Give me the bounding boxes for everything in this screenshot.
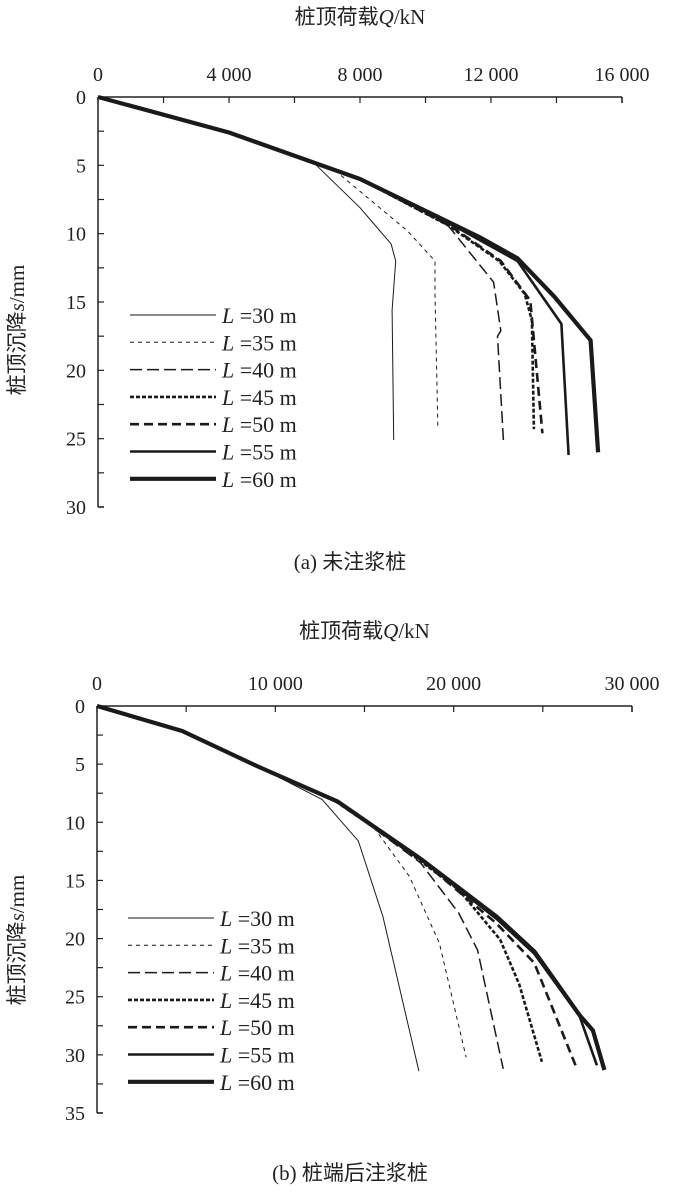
y-tick-label: 10 <box>66 224 86 246</box>
chart-caption: (b) 桩端后注浆桩 <box>272 1161 428 1185</box>
legend-label-value: =30 m <box>232 906 295 931</box>
y-tick-label: 20 <box>66 360 86 382</box>
y-tick-label: 0 <box>75 696 85 718</box>
series-line-55m <box>96 704 599 1066</box>
legend-label: L =30 m <box>219 906 295 931</box>
chart-b: 桩顶荷载Q/kN 桩顶沉降s/mm (b) 桩端后注浆桩 0 10 000 20 000 3… <box>5 619 660 1185</box>
legend-label: L =55 m <box>221 440 297 465</box>
y-axis-title-prefix: 桩顶沉降 <box>5 921 29 1005</box>
y-tick-label: 10 <box>65 812 85 834</box>
legend-label-var: L <box>221 440 234 465</box>
x-axis-title-var: Q <box>379 5 394 29</box>
legend-label-value: =50 m <box>232 1015 295 1040</box>
y-tick-label: 0 <box>76 87 86 109</box>
legend-label: L =45 m <box>221 385 297 410</box>
x-tick-label: 30 000 <box>605 673 660 695</box>
y-tick-label: 5 <box>75 754 85 776</box>
x-tick-label: 10 000 <box>248 673 303 695</box>
legend-label-value: =40 m <box>234 358 297 383</box>
legend-label-value: =55 m <box>232 1043 295 1068</box>
x-tick-label: 12 000 <box>464 64 519 86</box>
series-line-50m <box>96 704 578 1067</box>
legend-label-value: =60 m <box>232 1070 295 1095</box>
legend-label-value: =45 m <box>232 988 295 1013</box>
legend-label: L =30 m <box>221 303 297 328</box>
legend-label: L =55 m <box>219 1043 295 1068</box>
legend-label-var: L <box>219 988 232 1013</box>
legend-label-var: L <box>219 906 232 931</box>
series-line-35m <box>97 96 439 430</box>
legend-label-var: L <box>219 961 232 986</box>
y-axis-title-unit: /mm <box>5 875 29 914</box>
legend-label: L =35 m <box>221 330 297 355</box>
legend-label-var: L <box>221 385 234 410</box>
legend-label-value: =40 m <box>232 961 295 986</box>
legend-label: L =50 m <box>219 1015 295 1040</box>
y-axis-title: 桩顶沉降s/mm <box>5 265 29 396</box>
y-tick-label: 35 <box>65 1103 85 1125</box>
legend-label-var: L <box>221 330 234 355</box>
legend-label-var: L <box>219 1043 232 1068</box>
y-tick-label: 15 <box>65 870 85 892</box>
legend-label-var: L <box>221 412 234 437</box>
legend-label-value: =35 m <box>232 933 295 958</box>
chart-a: 桩顶荷载Q/kN 桩顶沉降s/mm (a) 未注浆桩 0 4 000 8 000 12 00… <box>5 5 650 574</box>
y-tick-label: 25 <box>65 987 85 1009</box>
legend-label: L =40 m <box>221 358 297 383</box>
legend-label-var: L <box>219 1070 232 1095</box>
legend-label: L =60 m <box>221 467 297 492</box>
series-line-60m <box>97 94 601 453</box>
chart-caption: (a) 未注浆桩 <box>294 550 407 574</box>
legend-label-var: L <box>219 1015 232 1040</box>
legend-label: L =40 m <box>219 961 295 986</box>
series-line-45m <box>97 95 536 430</box>
y-axis-title-prefix: 桩顶沉降 <box>5 311 29 395</box>
legend-label-value: =30 m <box>234 303 297 328</box>
y-tick-label: 5 <box>76 155 86 177</box>
x-tick-label: 16 000 <box>595 64 650 86</box>
legend-label-var: L <box>221 358 234 383</box>
legend-label-value: =55 m <box>234 440 297 465</box>
legend-label: L =35 m <box>219 933 295 958</box>
series-line-40m <box>96 705 504 1069</box>
legend-label: L =60 m <box>219 1070 295 1095</box>
legend-label-value: =60 m <box>234 467 297 492</box>
legend-label: L =45 m <box>219 988 295 1013</box>
legend-label: L =50 m <box>221 412 297 437</box>
x-tick-label: 0 <box>92 673 102 695</box>
legend-label-var: L <box>221 303 234 328</box>
series-line-50m <box>97 95 544 434</box>
y-tick-label: 30 <box>66 497 86 519</box>
legend-label-var: L <box>221 467 234 492</box>
x-axis-title-unit: /kN <box>398 619 430 643</box>
y-tick-label: 30 <box>65 1045 85 1067</box>
series-line-55m <box>97 95 570 456</box>
x-axis-title-unit: /kN <box>394 5 426 29</box>
x-axis-title: 桩顶荷载Q/kN <box>295 5 426 29</box>
legend-label-value: =35 m <box>234 330 297 355</box>
y-axis-title-var: s <box>5 303 29 311</box>
x-tick-label: 4 000 <box>207 64 252 86</box>
legend-label-value: =50 m <box>234 412 297 437</box>
x-axis-title: 桩顶荷载Q/kN <box>299 619 430 643</box>
series-line-40m <box>97 96 505 441</box>
x-axis-title-var: Q <box>383 619 398 643</box>
y-axis-title: 桩顶沉降s/mm <box>5 875 29 1006</box>
x-tick-label: 0 <box>93 64 103 86</box>
x-tick-label: 20 000 <box>426 673 481 695</box>
series-line-45m <box>96 704 544 1063</box>
y-axis-title-var: s <box>5 913 29 921</box>
y-axis-title-unit: /mm <box>5 265 29 304</box>
x-axis-title-prefix: 桩顶荷载 <box>295 5 379 29</box>
legend-label-value: =45 m <box>234 385 297 410</box>
y-tick-label: 15 <box>66 292 86 314</box>
legend-label-var: L <box>219 933 232 958</box>
y-tick-label: 20 <box>65 929 85 951</box>
x-axis-title-prefix: 桩顶荷载 <box>299 619 383 643</box>
series-line-60m <box>96 703 607 1071</box>
x-tick-label: 8 000 <box>338 64 383 86</box>
y-tick-label: 25 <box>66 429 86 451</box>
